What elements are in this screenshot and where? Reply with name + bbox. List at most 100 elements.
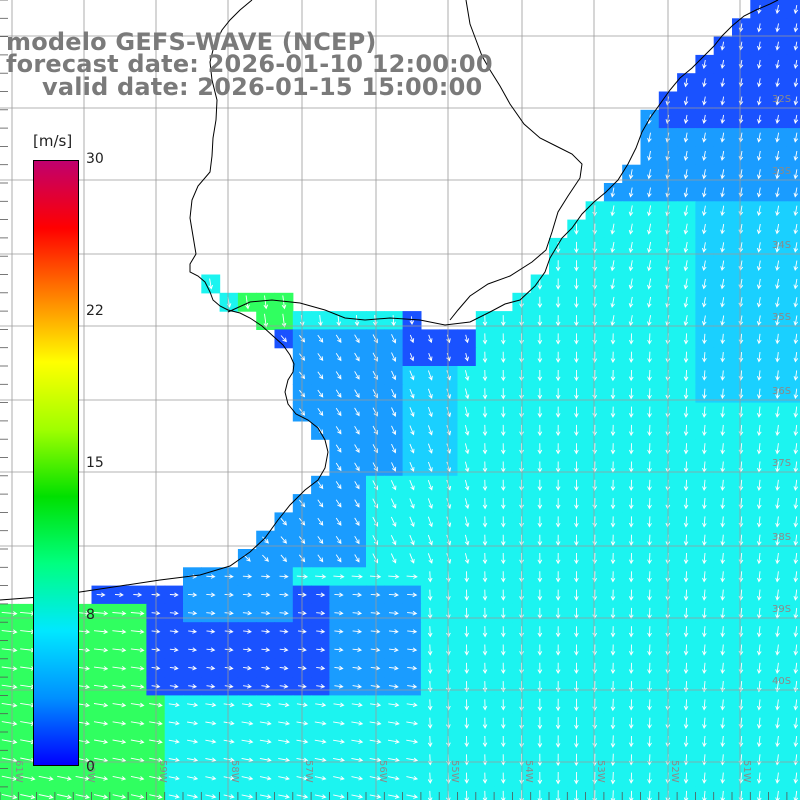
wind-arrow	[647, 388, 652, 400]
wind-arrow	[592, 406, 597, 418]
wind-arrow	[574, 589, 579, 601]
wind-arrow	[610, 626, 616, 638]
wind-arrow	[628, 571, 634, 583]
wind-arrow	[592, 662, 597, 675]
wind-arrow	[555, 296, 561, 309]
wind-arrow	[316, 629, 326, 634]
wind-arrow	[369, 720, 382, 726]
wind-arrow	[756, 169, 762, 180]
wind-arrow	[537, 626, 543, 638]
wind-arrow	[537, 369, 543, 382]
wind-arrow	[702, 772, 707, 784]
wind-speed-cell	[786, 567, 800, 587]
wind-arrow	[756, 516, 762, 528]
wind-arrow	[369, 739, 382, 744]
wind-arrow	[720, 260, 725, 272]
wind-arrow	[149, 702, 163, 708]
wind-arrow	[592, 424, 597, 437]
wind-arrow	[428, 334, 433, 344]
wind-arrow	[279, 574, 289, 579]
wind-arrow	[574, 479, 579, 492]
wind-arrow	[756, 772, 762, 784]
wind-arrow	[261, 684, 271, 689]
wind-arrow	[427, 406, 433, 418]
wind-arrow	[555, 735, 561, 748]
wind-arrow	[151, 647, 161, 653]
wind-arrow	[628, 187, 634, 198]
wind-arrow	[314, 757, 327, 763]
wind-arrow	[720, 498, 725, 510]
wind-arrow	[130, 647, 145, 653]
wind-arrow	[317, 554, 324, 563]
wind-arrow	[352, 665, 363, 671]
wind-arrow	[206, 647, 216, 653]
wind-arrow	[354, 407, 360, 417]
latitude-labels: 32S 33S 34S 35S 36S 37S 38S 39S 40S	[772, 94, 791, 687]
wind-arrow	[38, 794, 54, 800]
wind-arrow	[702, 735, 707, 748]
wind-arrow	[628, 205, 634, 217]
wind-arrow	[720, 169, 725, 180]
wind-arrow	[628, 479, 634, 492]
wind-arrow	[57, 775, 72, 781]
wind-arrow	[647, 479, 652, 492]
wind-arrow	[335, 426, 342, 435]
wind-arrow	[647, 534, 652, 546]
wind-arrow	[775, 23, 780, 33]
wind-arrow	[628, 260, 634, 272]
wind-arrow	[482, 626, 488, 638]
wind-arrow	[537, 278, 543, 290]
wind-arrow	[205, 757, 217, 763]
wind-arrow	[720, 589, 725, 601]
wind-arrow	[1, 629, 18, 635]
wind-arrow	[574, 406, 579, 418]
wind-arrow	[628, 626, 634, 638]
wind-arrow	[757, 59, 762, 70]
wind-arrow	[683, 424, 689, 437]
wind-arrow	[683, 150, 689, 162]
wind-speed-cell	[219, 786, 239, 800]
wind-arrow	[610, 406, 616, 418]
wind-arrow	[278, 702, 290, 708]
wind-arrow	[482, 571, 488, 583]
wind-arrow	[702, 150, 707, 162]
wind-arrow	[354, 554, 360, 563]
wind-arrow	[206, 629, 216, 634]
lat-label: 36S	[772, 386, 791, 397]
wind-arrow	[464, 644, 470, 656]
wind-arrow	[574, 498, 579, 510]
wind-arrow	[407, 684, 418, 689]
wind-arrow	[335, 462, 342, 472]
wind-arrow	[537, 315, 543, 327]
wind-arrow	[390, 553, 397, 564]
wind-arrow	[334, 684, 344, 689]
wind-arrow	[464, 388, 470, 400]
wind-arrow	[501, 735, 506, 748]
wind-arrow	[775, 150, 780, 162]
lat-label: 35S	[772, 312, 791, 323]
wind-arrow	[683, 443, 689, 455]
lon-label: 56W	[377, 760, 388, 783]
wind-speed-cell	[237, 786, 257, 800]
wind-arrow	[409, 516, 415, 528]
wind-arrow	[592, 443, 597, 455]
wind-arrow	[793, 388, 799, 400]
wind-arrow	[647, 333, 652, 345]
wind-speed-cell	[311, 786, 330, 800]
wind-arrow	[555, 351, 561, 363]
wind-arrow	[427, 626, 433, 638]
wind-arrow	[259, 757, 272, 763]
wind-arrow	[720, 534, 725, 546]
wind-arrow	[574, 717, 579, 730]
wind-arrow	[683, 479, 689, 492]
wind-arrow	[333, 574, 345, 579]
wind-arrow	[702, 626, 707, 638]
wind-arrow	[683, 333, 689, 345]
wind-arrow	[427, 553, 433, 564]
wind-arrow	[555, 698, 561, 712]
wind-arrow	[592, 241, 597, 254]
wind-arrow	[316, 684, 326, 689]
wind-arrow	[756, 552, 762, 565]
wind-speed-cell	[786, 109, 800, 129]
wind-arrow	[334, 610, 344, 616]
